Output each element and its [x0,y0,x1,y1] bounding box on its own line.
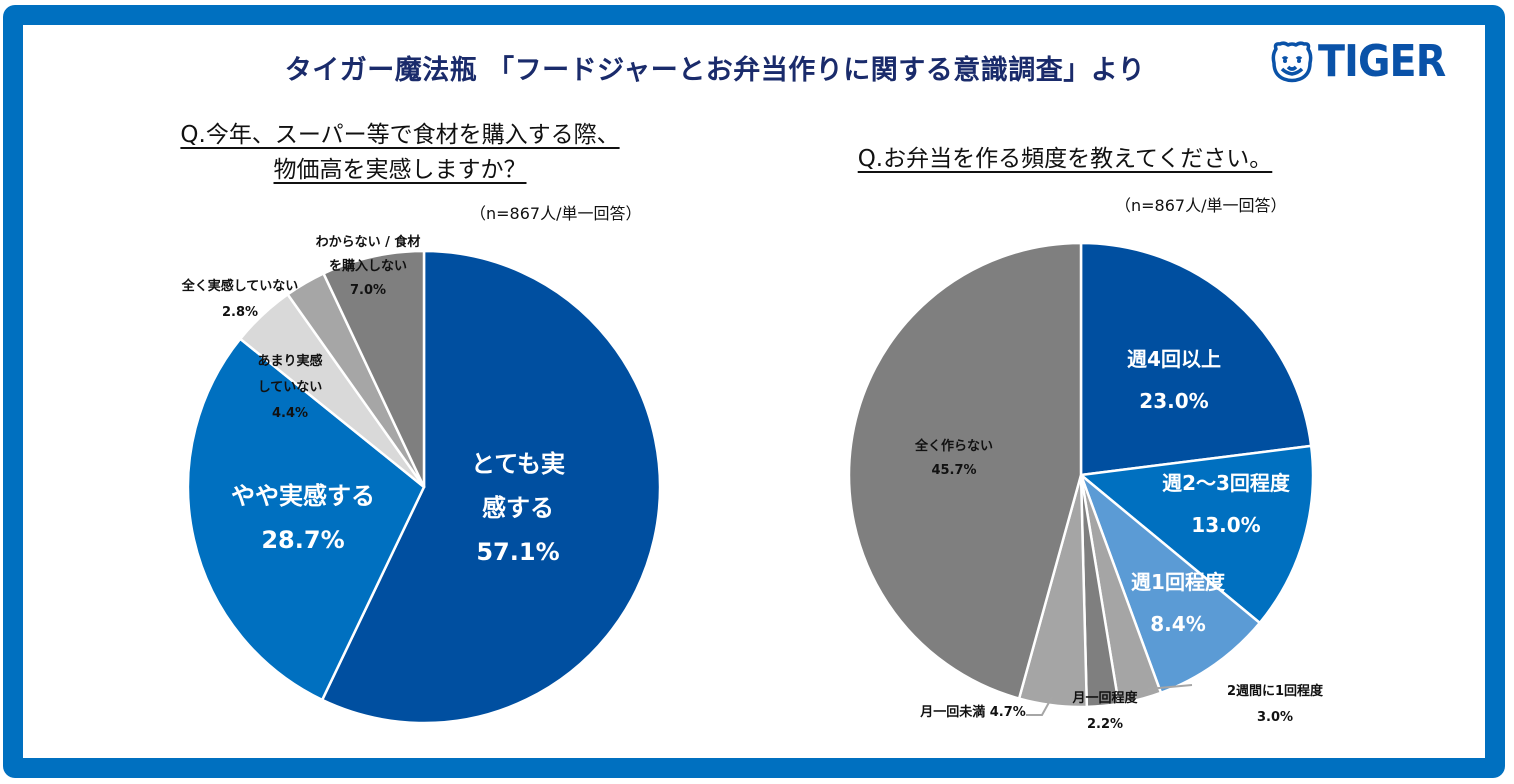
pie-slice [847,241,1083,700]
slice-label: 月一回程度 [1071,690,1138,706]
slice-label: 感する [482,494,554,522]
slice-value-label: 28.7% [261,526,344,554]
slice-value-label: 4.4% [272,406,308,421]
slice-label: 全く作らない [914,438,993,454]
slice-label: 全く実感していない [181,278,299,294]
pie-slice [322,249,426,489]
main-title: タイガー魔法瓶 「フードジャーとお弁当作りに関する意識調査」より [284,55,1146,86]
slice-label: やや実感する [231,482,375,510]
tiger-face-icon [1271,41,1313,83]
slice-label: を購入しない [329,258,407,274]
slice-label: 週4回以上 [1127,347,1221,371]
slice-value-label: 23.0% [1139,389,1208,413]
slice-value-label: 8.4% [1150,612,1205,636]
slice-value-label: 7.0% [350,283,386,298]
right-question-title: Q.お弁当を作る頻度を教えてください。 [800,142,1330,177]
slice-label: わからない / 食材 [316,234,421,250]
pie-slice [1079,241,1313,477]
slice-value-label: 45.7% [931,463,976,478]
slice-value-label: 13.0% [1191,513,1260,537]
pie-slice [186,337,426,702]
slice-label: あまり実感 [257,353,322,369]
right-question-line-1: Q.お弁当を作る頻度を教えてください。 [857,146,1273,172]
pie-slice [1079,473,1262,695]
left-question-line-2: 物価高を実感しますか？ [273,157,527,183]
slice-label: していない [258,380,323,395]
slice-label: 週1回程度 [1131,570,1226,594]
slice-label: 月一回未満 4.7% [919,704,1026,720]
slice-value-label: 57.1% [476,538,559,566]
pie-slice [1079,444,1315,625]
left-sample-note: （n=867人/単一回答） [470,204,642,223]
tiger-logo: TIGER [1270,35,1459,87]
logo-text: TIGER [1318,35,1446,87]
leader-line [1026,696,1053,716]
left-question-line-1: Q.今年、スーパー等で食材を購入する際、 [180,122,620,148]
leader-line [1147,684,1193,690]
slice-value-label: 3.0% [1257,710,1293,725]
slice-value-label: 2.2% [1087,717,1123,732]
slice-label: 週2～3回程度 [1162,471,1291,495]
slice-label: とても実 [471,450,565,478]
right-sample-note: （n=867人/単一回答） [1115,196,1287,215]
slice-value-label: 2.8% [222,305,258,320]
pie-chart-2: 週4回以上 23.0% 週2～3回程度 13.0% 週1回程度 8.4% 2週間に1回程度 3… [847,241,1324,732]
left-question-title: Q.今年、スーパー等で食材を購入する際、 物価高を実感しますか？ [120,118,680,188]
slice-label: 2週間に1回程度 [1227,683,1324,699]
pie-slice [320,249,662,725]
